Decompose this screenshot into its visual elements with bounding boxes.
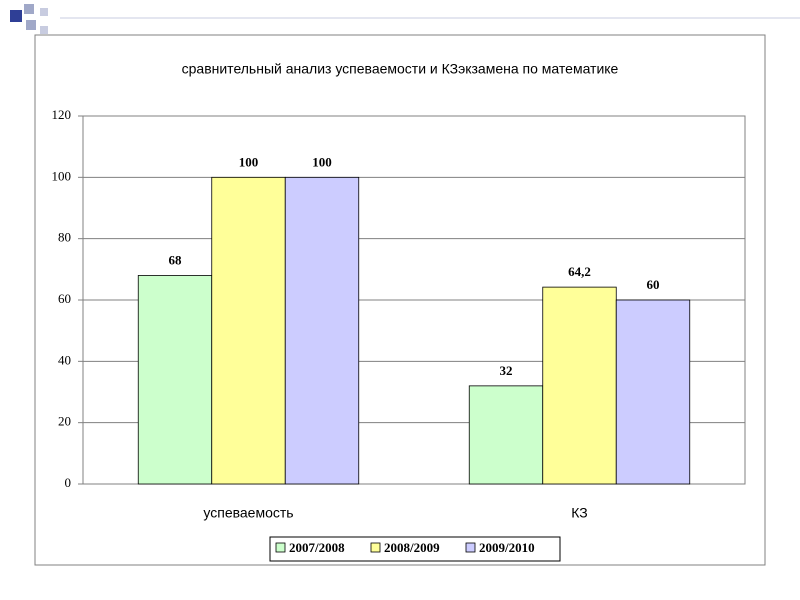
chart-title: сравнительный анализ успеваемости и КЗэк…	[182, 61, 619, 77]
bar	[284, 176, 360, 485]
y-tick-label: 20	[58, 414, 71, 429]
legend-label: 2009/2010	[479, 540, 535, 555]
y-tick-label: 40	[58, 352, 71, 367]
legend-label: 2008/2009	[384, 540, 440, 555]
legend-swatch	[370, 542, 381, 553]
data-label: 60	[647, 277, 660, 292]
y-tick-label: 60	[58, 291, 71, 306]
bar	[137, 275, 213, 485]
legend-swatch	[465, 542, 476, 553]
legend-label: 2007/2008	[289, 540, 345, 555]
y-tick-label: 80	[58, 230, 71, 245]
data-label: 100	[312, 154, 332, 169]
x-tick-label: КЗ	[571, 505, 587, 521]
slide-decoration	[10, 4, 800, 34]
x-tick-label: успеваемость	[203, 505, 293, 521]
legend-box	[269, 536, 561, 562]
deco-square	[26, 20, 36, 30]
bar	[211, 176, 286, 485]
deco-square	[40, 26, 48, 34]
bar	[615, 299, 691, 485]
deco-square	[24, 4, 34, 14]
y-tick-label: 120	[52, 107, 72, 122]
data-label: 64,2	[568, 264, 591, 279]
bar	[542, 286, 617, 485]
data-label: 68	[169, 252, 183, 267]
data-label: 100	[239, 154, 259, 169]
deco-square	[10, 10, 22, 22]
data-label: 32	[500, 363, 513, 378]
y-tick-label: 100	[52, 168, 72, 183]
legend: 2007/2008 2008/2009 2009/2010	[269, 536, 561, 562]
legend-swatch	[275, 542, 286, 553]
y-tick-label: 0	[65, 475, 72, 490]
deco-square	[40, 8, 48, 16]
bar	[468, 385, 544, 485]
